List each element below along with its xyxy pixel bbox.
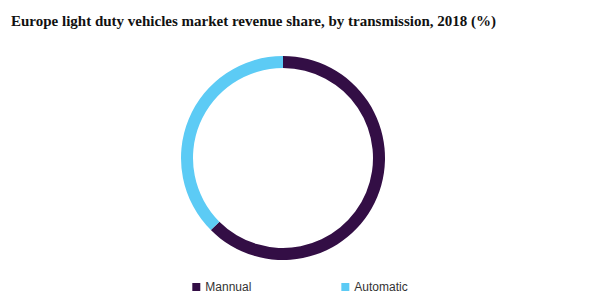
svg-text:Mannual: Mannual [205,280,251,294]
svg-text:Automatic: Automatic [354,280,407,294]
svg-text:Europe light duty vehicles mar: Europe light duty vehicles market revenu… [11,13,496,30]
